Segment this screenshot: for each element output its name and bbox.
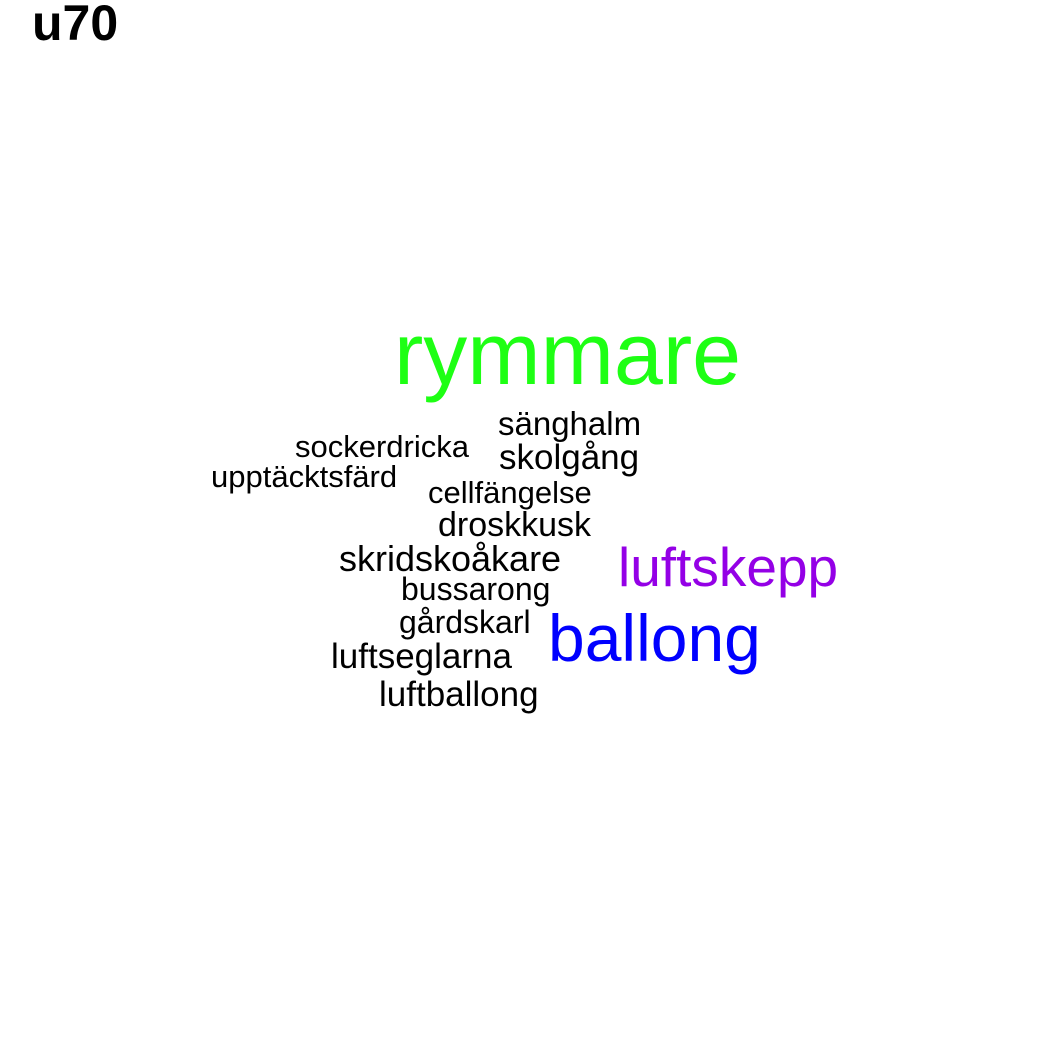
word-rymmare: rymmare <box>394 304 742 403</box>
word-sanghalm: sänghalm <box>498 405 642 442</box>
word-skolgang: skolgång <box>499 438 640 477</box>
word-cellfangelse: cellfängelse <box>428 475 592 510</box>
word-ballong: ballong <box>548 601 761 675</box>
word-droskkusk: droskkusk <box>438 506 592 544</box>
word-luftseglarna: luftseglarna <box>331 637 512 676</box>
word-luftskepp: luftskepp <box>618 536 839 598</box>
page-title: u70 <box>32 0 119 51</box>
word-gardskarl: gårdskarl <box>399 604 531 640</box>
word-luftballong: luftballong <box>379 675 539 714</box>
word-sockerdricka: sockerdricka <box>295 429 469 464</box>
word-bussarong: bussarong <box>401 571 551 607</box>
word-upptacktsfard: upptäcktsfärd <box>211 459 398 494</box>
word-skridskoakare: skridskoåkare <box>339 538 562 579</box>
